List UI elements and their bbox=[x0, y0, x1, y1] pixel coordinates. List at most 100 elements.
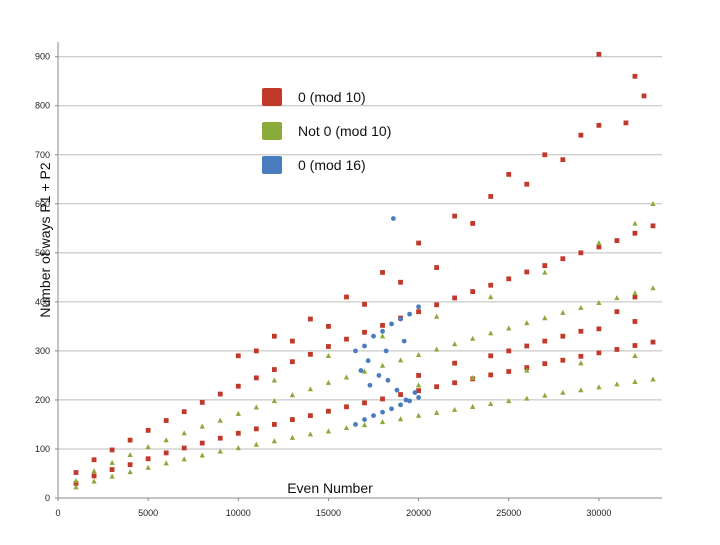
data-point bbox=[353, 348, 358, 354]
data-point bbox=[398, 279, 403, 285]
data-point bbox=[416, 240, 421, 246]
legend: 0 (mod 10) Not 0 (mod 10) 0 (mod 16) bbox=[262, 88, 391, 174]
data-point bbox=[253, 441, 259, 447]
data-point bbox=[596, 384, 602, 390]
y-tick-label: 300 bbox=[35, 346, 50, 356]
data-point bbox=[650, 223, 656, 229]
y-axis-title: Number of ways P1 + P2 bbox=[37, 162, 53, 317]
y-tick-label: 400 bbox=[35, 297, 50, 307]
data-point bbox=[344, 336, 349, 342]
data-point bbox=[632, 290, 638, 296]
data-point bbox=[650, 285, 656, 291]
data-point bbox=[650, 339, 656, 345]
data-point bbox=[398, 316, 403, 322]
data-point bbox=[379, 362, 386, 368]
data-point bbox=[560, 389, 566, 395]
data-point bbox=[403, 397, 409, 403]
data-point bbox=[271, 367, 277, 372]
data-point bbox=[253, 426, 259, 432]
data-point bbox=[271, 398, 277, 404]
data-point bbox=[181, 430, 187, 436]
data-point bbox=[416, 309, 421, 315]
data-point bbox=[412, 390, 418, 395]
data-point bbox=[199, 440, 205, 446]
data-point bbox=[380, 328, 385, 334]
data-point bbox=[109, 459, 115, 465]
data-point bbox=[524, 395, 530, 401]
data-point bbox=[397, 357, 404, 363]
data-point bbox=[542, 269, 548, 275]
axes bbox=[57, 42, 662, 499]
data-points bbox=[73, 51, 656, 490]
data-point bbox=[506, 276, 512, 282]
data-point bbox=[163, 418, 169, 423]
data-point bbox=[596, 244, 602, 250]
data-point bbox=[253, 404, 259, 410]
data-point bbox=[524, 343, 530, 349]
data-point bbox=[289, 434, 296, 440]
data-point bbox=[91, 468, 97, 474]
data-point bbox=[596, 122, 602, 128]
data-point bbox=[524, 367, 530, 373]
data-point bbox=[163, 437, 169, 443]
data-point bbox=[109, 447, 115, 453]
data-point bbox=[614, 347, 620, 352]
data-point bbox=[488, 294, 494, 300]
data-point bbox=[506, 369, 512, 374]
data-point bbox=[560, 309, 566, 315]
data-point bbox=[362, 301, 367, 307]
tick-labels: 0 100 200 300 400 500 600 700 800 900 0 5000 10000 15… bbox=[35, 52, 611, 518]
data-point bbox=[289, 392, 296, 398]
data-point bbox=[73, 484, 79, 490]
data-point bbox=[524, 181, 530, 187]
data-point bbox=[380, 396, 385, 402]
data-point bbox=[542, 152, 548, 158]
data-point bbox=[416, 395, 421, 400]
series-1 bbox=[73, 200, 656, 490]
data-point bbox=[235, 410, 241, 416]
legend-label: 0 (mod 16) bbox=[298, 157, 366, 173]
x-tick-label: 0 bbox=[55, 508, 60, 518]
data-point bbox=[596, 240, 602, 246]
data-point bbox=[362, 400, 367, 406]
data-point bbox=[380, 323, 385, 328]
data-point bbox=[524, 320, 530, 326]
data-point bbox=[380, 409, 385, 415]
data-point bbox=[470, 403, 476, 409]
data-point bbox=[127, 469, 133, 475]
data-point bbox=[632, 230, 638, 236]
series-0 bbox=[73, 51, 656, 486]
data-point bbox=[416, 388, 421, 394]
data-point bbox=[506, 348, 512, 354]
data-point bbox=[217, 391, 223, 397]
data-point bbox=[542, 315, 548, 321]
data-point bbox=[271, 377, 277, 383]
data-point bbox=[385, 377, 391, 383]
data-point bbox=[578, 304, 584, 310]
data-point bbox=[361, 368, 368, 374]
data-point bbox=[344, 404, 349, 410]
data-point bbox=[390, 216, 396, 221]
data-point bbox=[127, 451, 133, 458]
data-point bbox=[488, 400, 494, 407]
data-point bbox=[73, 477, 79, 483]
y-tick-label: 200 bbox=[35, 395, 50, 405]
data-point bbox=[394, 387, 400, 393]
x-tick-label: 15000 bbox=[316, 508, 341, 518]
data-point bbox=[325, 379, 332, 385]
y-tick-label: 900 bbox=[35, 52, 50, 62]
data-point bbox=[650, 376, 656, 382]
data-point bbox=[217, 448, 223, 454]
data-point bbox=[542, 392, 548, 398]
x-tick-label: 30000 bbox=[586, 508, 611, 518]
data-point bbox=[235, 430, 241, 436]
data-point bbox=[163, 450, 169, 456]
data-point bbox=[383, 348, 389, 354]
data-point bbox=[433, 409, 440, 415]
data-point bbox=[632, 294, 638, 300]
data-point bbox=[326, 323, 331, 329]
data-point bbox=[614, 238, 620, 243]
data-point bbox=[91, 473, 97, 479]
data-point bbox=[361, 422, 368, 428]
